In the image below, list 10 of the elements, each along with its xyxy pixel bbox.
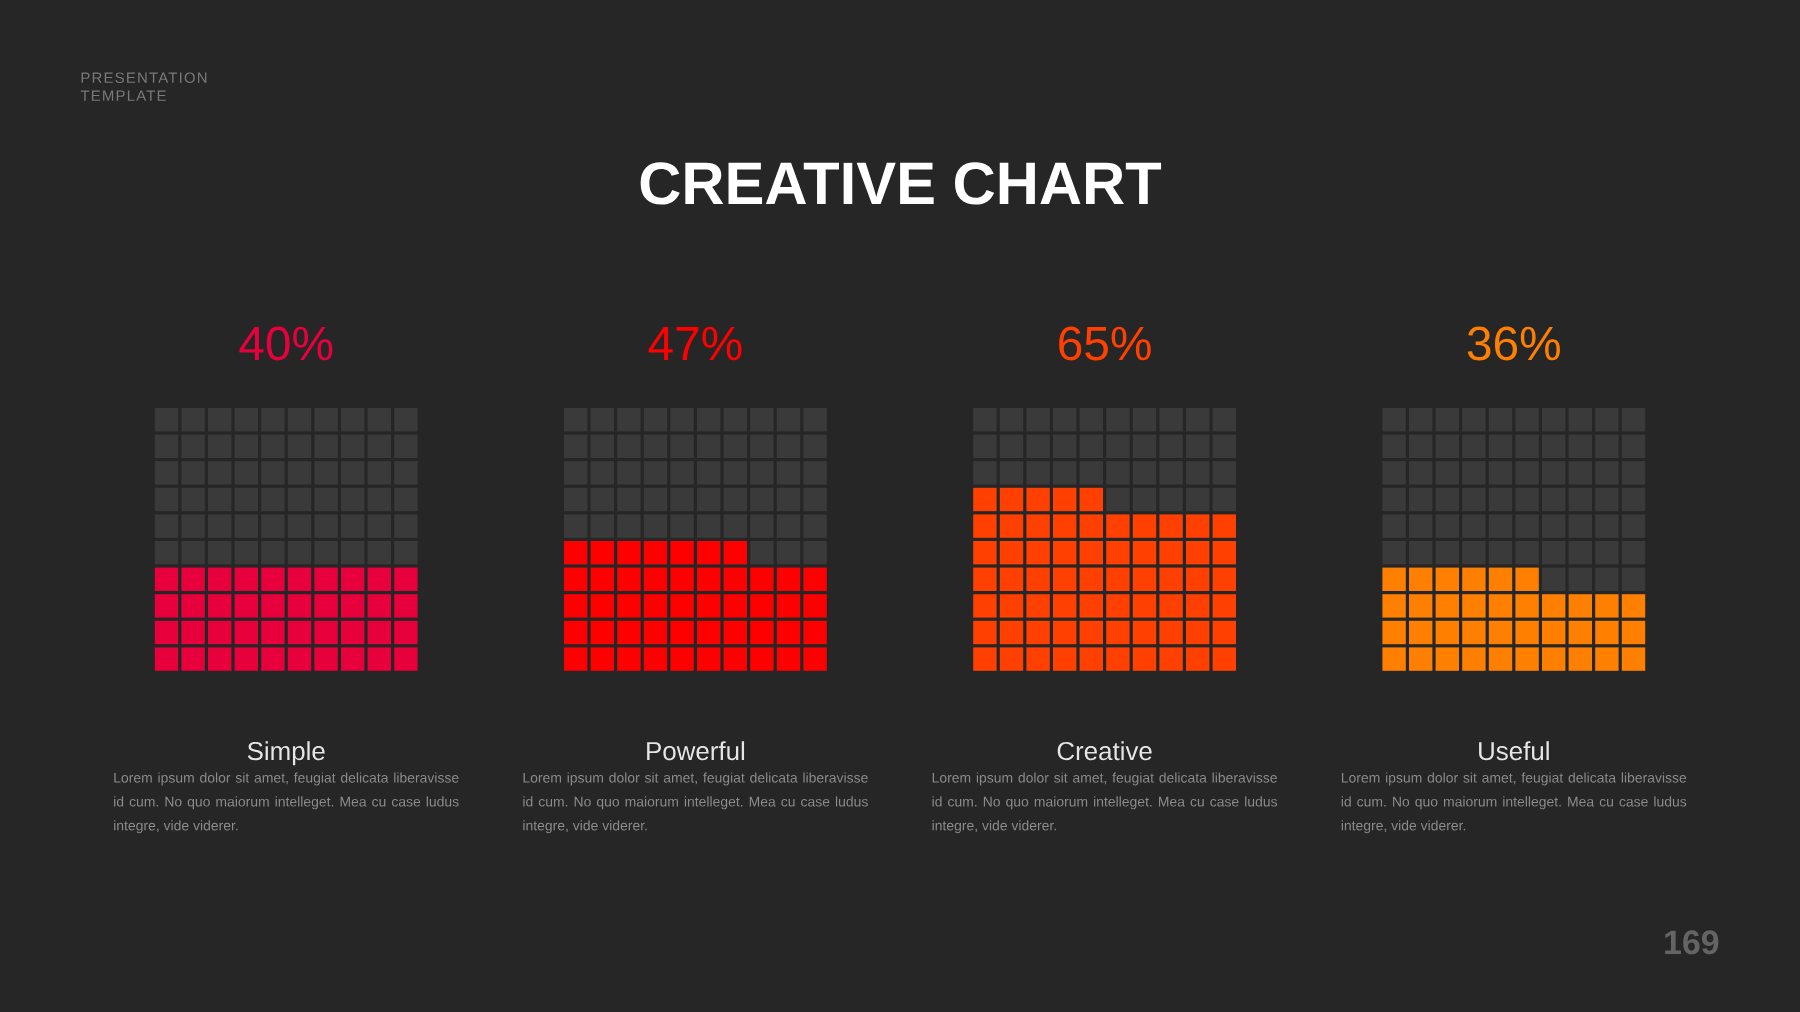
text: CREATIVE CHART (640, 162, 1162, 205)
data-label: 40% (239, 326, 333, 361)
category-label: Simple (247, 741, 325, 766)
text: 169 (1665, 930, 1719, 955)
data-label: 65% (1059, 326, 1151, 361)
data-label: 36% (1467, 326, 1560, 361)
category-label: Useful (1479, 741, 1549, 761)
data-label: 47% (648, 326, 742, 361)
category-label: Powerful (647, 741, 745, 761)
category-label: Creative (1057, 741, 1152, 761)
